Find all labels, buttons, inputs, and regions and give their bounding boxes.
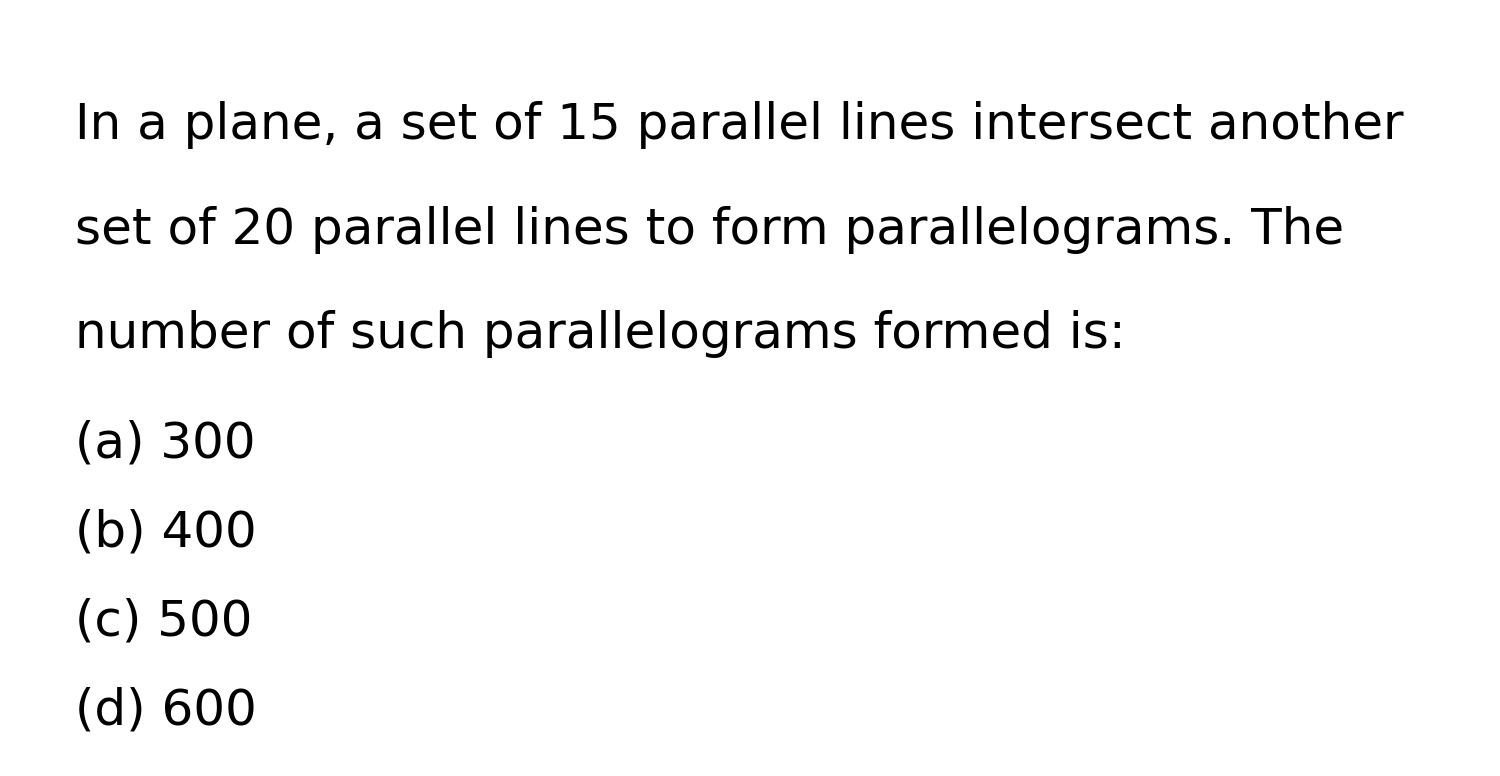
- Text: set of 20 parallel lines to form parallelograms. The: set of 20 parallel lines to form paralle…: [75, 206, 1344, 254]
- Text: (d) 600: (d) 600: [75, 687, 256, 735]
- Text: (b) 400: (b) 400: [75, 508, 256, 556]
- Text: (c) 500: (c) 500: [75, 598, 252, 646]
- Text: (a) 300: (a) 300: [75, 419, 255, 467]
- Text: number of such parallelograms formed is:: number of such parallelograms formed is:: [75, 310, 1125, 359]
- Text: In a plane, a set of 15 parallel lines intersect another: In a plane, a set of 15 parallel lines i…: [75, 101, 1404, 149]
